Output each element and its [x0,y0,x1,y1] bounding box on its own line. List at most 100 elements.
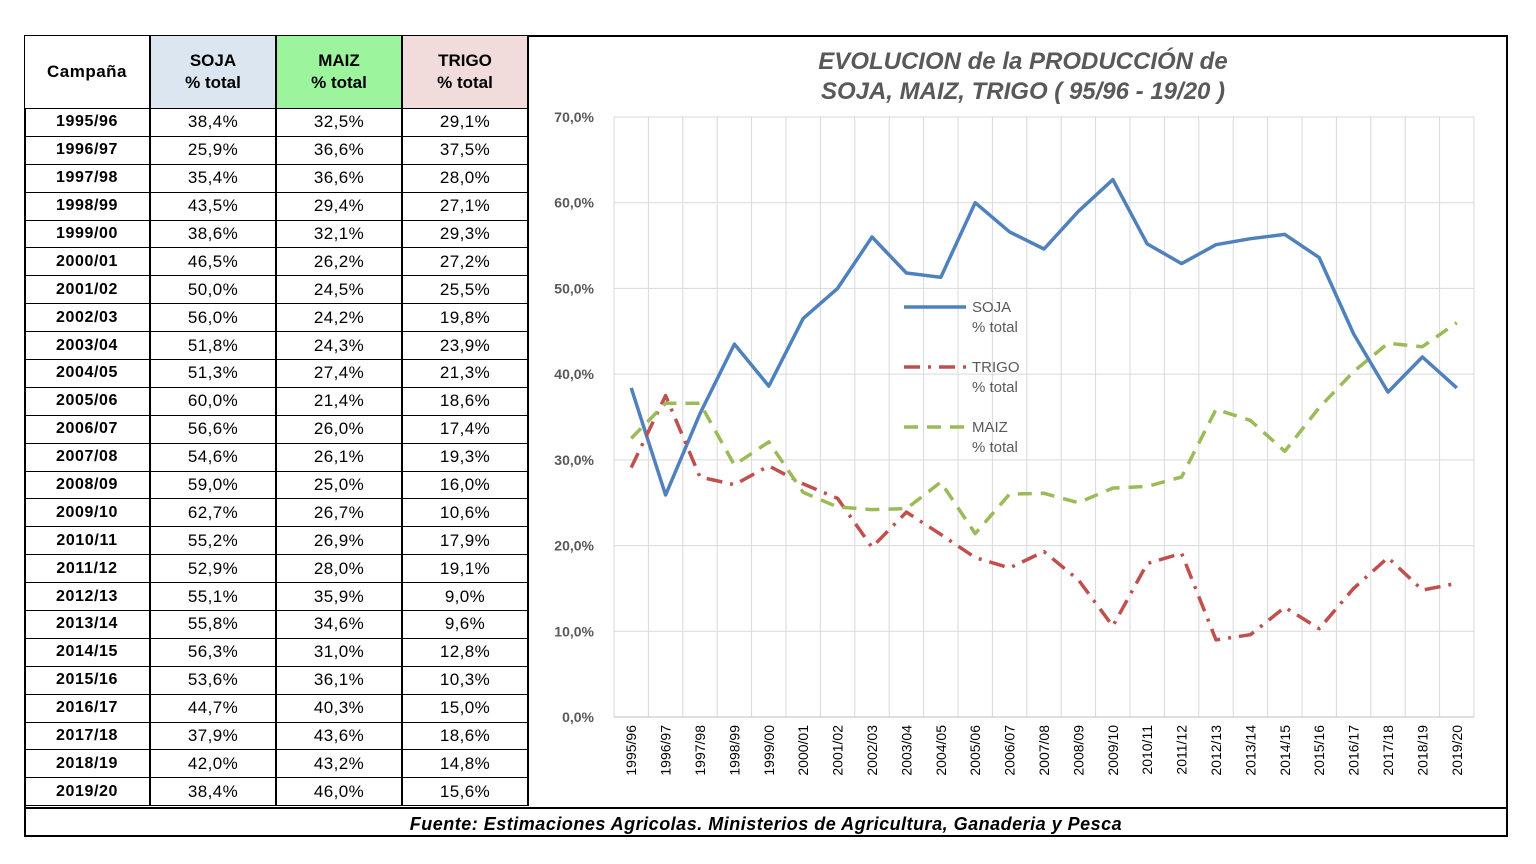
x-tick-label: 2000/01 [795,725,811,776]
cell-maiz: 36,1% [275,665,403,695]
y-tick-label: 10,0% [554,623,594,639]
x-tick-label: 2017/18 [1380,725,1396,776]
data-point-maiz [1421,345,1425,349]
table-row: 1997/98 35,4% 36,6% 28,0% [24,163,529,193]
data-point-soja [767,384,771,388]
data-point-soja [1111,178,1115,182]
cell-trigo: 15,6% [401,777,529,807]
table-row: 2004/05 51,3% 27,4% 21,3% [24,359,529,388]
table-row: 2016/17 44,7% 40,3% 15,0% [24,693,529,723]
cell-maiz: 36,6% [275,135,403,165]
cell-soja: 51,3% [149,359,277,388]
cell-campana: 2006/07 [24,414,151,444]
data-point-soja [870,235,874,239]
series-line-maiz [629,321,1458,536]
cell-campana: 2004/05 [24,359,151,388]
cell-maiz: 36,6% [275,163,403,193]
cell-trigo: 27,1% [401,191,529,221]
data-point-trigo [1111,624,1115,628]
data-point-soja [836,287,840,291]
data-point-maiz [733,463,737,467]
data-point-trigo [1214,638,1218,642]
x-tick-label: 2012/13 [1208,725,1224,776]
data-point-soja [801,317,805,321]
cell-trigo: 14,8% [401,749,529,779]
cell-campana: 2003/04 [24,331,151,361]
table-row: 1998/99 43,5% 29,4% 27,1% [24,191,529,221]
data-point-maiz [1180,475,1184,479]
cell-soja: 55,1% [149,582,277,612]
data-point-soja [733,342,737,346]
cell-trigo: 17,9% [401,526,529,556]
data-point-maiz [1283,449,1287,453]
cell-soja: 52,9% [149,554,277,584]
table-row: 2005/06 60,0% 21,4% 18,6% [24,386,529,416]
cell-maiz: 27,4% [275,359,403,388]
cell-campana: 1999/00 [24,219,151,249]
x-tick-label: 2016/17 [1346,725,1362,776]
cell-soja: 38,4% [149,108,277,137]
cell-soja: 38,6% [149,219,277,249]
x-tick-label: 2002/03 [864,725,880,776]
cell-soja: 56,0% [149,303,277,333]
data-point-maiz [1042,491,1046,495]
legend-label-maiz: MAIZ [972,419,1008,436]
data-point-soja [1180,262,1184,266]
source-footer: Fuente: Estimaciones Agricolas. Minister… [26,807,1506,837]
data-point-soja [1317,256,1321,260]
cell-soja: 43,5% [149,191,277,221]
cell-soja: 60,0% [149,386,277,416]
table-row: 1999/00 38,6% 32,1% 29,3% [24,219,529,249]
cell-trigo: 10,3% [401,665,529,695]
cell-soja: 38,4% [149,777,277,807]
data-point-soja [1145,242,1149,246]
cell-trigo: 9,0% [401,582,529,612]
data-point-maiz [1077,501,1081,505]
data-point-soja [1386,390,1390,394]
cell-campana: 1998/99 [24,191,151,221]
table-row: 2008/09 59,0% 25,0% 16,0% [24,470,529,500]
cell-maiz: 28,0% [275,554,403,584]
x-tick-label: 1995/96 [623,725,639,776]
data-point-trigo [801,482,805,486]
data-point-trigo [1042,550,1046,554]
data-point-maiz [1386,341,1390,345]
data-point-soja [1455,386,1459,390]
data-point-trigo [767,464,771,468]
cell-soja: 25,9% [149,135,277,165]
cell-maiz: 26,1% [275,442,403,472]
data-point-trigo [973,556,977,560]
x-tick-label: 1999/00 [761,725,777,776]
cell-soja: 35,4% [149,163,277,193]
cell-soja: 53,6% [149,665,277,695]
data-point-maiz [664,401,668,405]
x-tick-label: 2007/08 [1036,725,1052,776]
x-tick-label: 2013/14 [1242,725,1258,776]
cell-maiz: 26,0% [275,414,403,444]
cell-maiz: 24,3% [275,331,403,361]
data-point-trigo [870,545,874,549]
cell-trigo: 15,0% [401,693,529,723]
data-point-trigo [1180,551,1184,555]
data-point-trigo [1145,562,1149,566]
cell-maiz: 21,4% [275,386,403,416]
y-tick-label: 40,0% [554,366,594,382]
data-point-trigo [1421,588,1425,592]
cell-soja: 50,0% [149,275,277,305]
data-point-maiz [905,507,909,511]
table-row: 2010/11 55,2% 26,9% 17,9% [24,526,529,556]
x-tick-label: 1996/97 [658,725,674,776]
cell-trigo: 18,6% [401,386,529,416]
data-point-trigo [939,533,943,537]
cell-maiz: 31,0% [275,637,403,667]
cell-soja: 56,3% [149,637,277,667]
cell-trigo: 21,3% [401,359,529,388]
table-row: 2006/07 56,6% 26,0% 17,4% [24,414,529,444]
cell-campana: 2014/15 [24,637,151,667]
data-point-maiz [973,532,977,536]
cell-trigo: 25,5% [401,275,529,305]
cell-trigo: 29,1% [401,108,529,137]
cell-maiz: 32,1% [275,219,403,249]
table-row: 2014/15 56,3% 31,0% 12,8% [24,637,529,667]
cell-maiz: 26,2% [275,247,403,277]
